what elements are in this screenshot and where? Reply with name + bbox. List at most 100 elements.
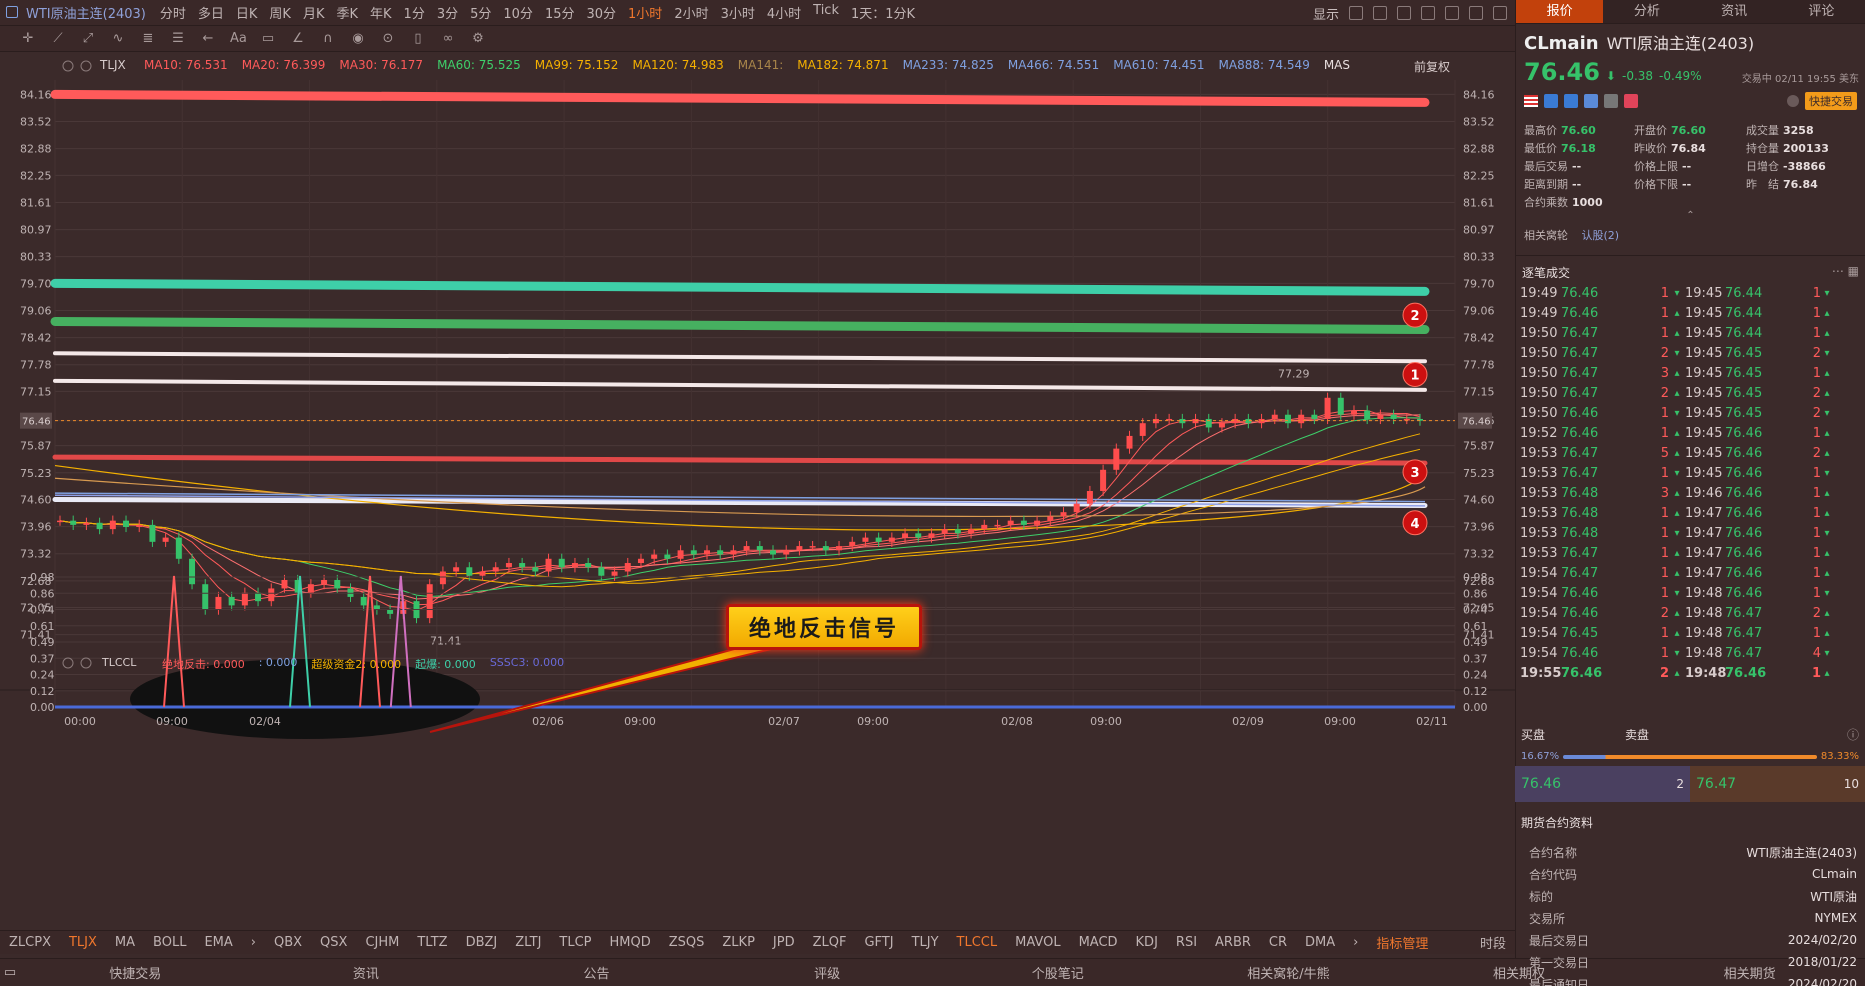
ray-tool-icon[interactable]: ⤢ <box>82 30 94 46</box>
lock-icon[interactable]: ⊙ <box>382 30 394 46</box>
quote-tab[interactable]: 评论 <box>1808 4 1835 19</box>
quick-trade-button[interactable]: 快捷交易 <box>1805 92 1857 110</box>
period-9[interactable]: 5分 <box>470 7 492 22</box>
indicator-tab[interactable]: ZLKP <box>722 935 755 950</box>
arrow-tool-icon[interactable]: ← <box>202 30 214 46</box>
display-dropdown[interactable]: 显示 <box>1312 7 1339 23</box>
period-13[interactable]: 1小时 <box>628 7 663 22</box>
bottom-tab[interactable]: 个股笔记 <box>1031 967 1084 982</box>
period-11[interactable]: 15分 <box>544 7 575 22</box>
indicator-tab[interactable]: › <box>1353 935 1359 950</box>
expand-icon[interactable] <box>1493 6 1507 20</box>
period-10[interactable]: 10分 <box>503 7 533 22</box>
indicator-tab[interactable]: KDJ <box>1135 935 1158 950</box>
indicator-name[interactable]: TLJX <box>100 58 126 72</box>
related-warrants[interactable]: 相关窝轮 <box>1524 229 1568 242</box>
symbol-name[interactable]: WTI原油主连(2403) <box>26 7 146 22</box>
period-14[interactable]: 2小时 <box>674 7 709 22</box>
channel-tool-icon[interactable]: ≣ <box>142 30 154 46</box>
bottom-tab[interactable]: 公告 <box>583 967 610 982</box>
panel-toggle-icon[interactable]: ▭ <box>3 965 17 980</box>
quote-tab[interactable]: 分析 <box>1633 4 1660 19</box>
settings-icon[interactable] <box>1349 6 1363 20</box>
chart-area[interactable]: 84.16 84.16 83.52 83.52 82.88 82.88 82.25 82.25… <box>0 52 1515 932</box>
bottom-tab[interactable]: 评级 <box>814 967 841 982</box>
indicator-tab[interactable]: TLJX <box>68 935 97 950</box>
collapse-icon[interactable]: ⌃ <box>1686 210 1695 221</box>
share-icon[interactable] <box>1421 6 1435 20</box>
period-18[interactable]: 1天：1分K <box>851 7 916 22</box>
adjust-mode[interactable]: 前复权 <box>1410 58 1451 75</box>
indicator-tab[interactable]: ZLQF <box>812 935 847 950</box>
magnet-icon[interactable]: ∩ <box>323 30 333 46</box>
related-options[interactable]: 认股(2) <box>1581 229 1620 242</box>
indicator-tab[interactable]: DBZJ <box>465 935 498 950</box>
period-0[interactable]: 分时 <box>159 7 186 22</box>
period-3[interactable]: 周K <box>269 7 291 22</box>
line-tool-icon[interactable]: ⟋ <box>53 30 63 46</box>
bottom-tab[interactable]: 快捷交易 <box>109 967 162 982</box>
indicator-tab[interactable]: TLTZ <box>417 935 448 950</box>
indicator-tab[interactable]: CR <box>1268 935 1288 950</box>
fib-tool-icon[interactable]: ☰ <box>172 30 184 46</box>
ruler-tool-icon[interactable]: ∠ <box>292 30 304 46</box>
indicator-tab[interactable]: GFTJ <box>864 935 894 950</box>
indicator-tab[interactable]: 时段 <box>1479 937 1506 952</box>
period-8[interactable]: 3分 <box>436 7 459 22</box>
indicator-tab[interactable]: QSX <box>320 935 348 950</box>
pen-icon[interactable] <box>1445 6 1459 20</box>
period-1[interactable]: 多日 <box>197 7 224 22</box>
bid-box[interactable]: 76.46 2 <box>1515 766 1690 802</box>
indicator-tab[interactable]: ZLTJ <box>515 935 542 950</box>
indicator-tab[interactable]: HMQD <box>609 935 651 950</box>
period-4[interactable]: 月K <box>302 7 325 22</box>
period-16[interactable]: 4小时 <box>766 7 802 22</box>
ask-box[interactable]: 76.47 10 <box>1690 766 1865 802</box>
comment-tool-icon[interactable]: ▭ <box>261 30 275 46</box>
bottom-tab[interactable]: 相关窝轮/牛熊 <box>1247 967 1330 982</box>
period-2[interactable]: 日K <box>235 7 258 22</box>
link-icon[interactable]: ∞ <box>442 30 454 46</box>
text-tool-icon[interactable]: Aa <box>230 30 247 46</box>
indicator-tab[interactable]: ARBR <box>1215 935 1251 950</box>
indicator-tab[interactable]: TLJY <box>911 935 939 950</box>
quote-tab[interactable]: 报价 <box>1516 0 1604 23</box>
period-6[interactable]: 年K <box>370 7 392 22</box>
bell-icon[interactable] <box>1787 95 1799 107</box>
indicator-tab[interactable]: JPD <box>772 935 795 950</box>
indicator-tab[interactable]: EMA <box>204 935 233 950</box>
fullscreen-icon[interactable] <box>1469 6 1483 20</box>
info-icon[interactable]: ⓘ <box>1846 728 1859 742</box>
indicator-tab[interactable]: MACD <box>1078 935 1118 950</box>
indicator-tab[interactable]: MAVOL <box>1015 935 1061 950</box>
period-12[interactable]: 30分 <box>586 7 617 22</box>
period-17[interactable]: Tick <box>813 3 839 18</box>
indicator-tab[interactable]: QBX <box>273 935 303 950</box>
indicator-tab[interactable]: TLCP <box>559 935 592 950</box>
indicator-tab[interactable]: CJHM <box>365 935 400 950</box>
trash-icon[interactable]: ▯ <box>414 30 422 46</box>
indicator-tab[interactable]: BOLL <box>153 935 187 950</box>
gear-icon[interactable]: ⚙ <box>472 30 484 46</box>
period-5[interactable]: 季K <box>336 7 359 22</box>
indicator-tab[interactable]: ZLCPX <box>9 935 51 950</box>
indicator-tab[interactable]: TLCCL <box>956 935 998 950</box>
period-7[interactable]: 1分 <box>403 7 425 22</box>
indicator-tab[interactable]: › <box>250 935 256 950</box>
ticks-settings-icon[interactable]: ⋯ ▦ <box>1831 264 1859 278</box>
quote-tab[interactable]: 资讯 <box>1721 4 1748 19</box>
eye-icon[interactable]: ◉ <box>352 30 364 46</box>
period-15[interactable]: 3小时 <box>720 7 755 22</box>
bottom-tab[interactable]: 相关期权 <box>1493 967 1546 982</box>
crosshair-icon[interactable]: ✛ <box>22 30 34 46</box>
bottom-tab[interactable]: 相关期货 <box>1723 967 1776 982</box>
indicator-tab[interactable]: ZSQS <box>668 935 705 950</box>
indicator-tab[interactable]: MA <box>114 935 136 950</box>
indicator-tab[interactable]: DMA <box>1305 935 1336 950</box>
wave-tool-icon[interactable]: ∿ <box>112 30 124 46</box>
indicator-tab[interactable]: RSI <box>1175 935 1198 950</box>
sub-indicator-name[interactable]: TLCCL <box>102 656 137 669</box>
layout-icon[interactable] <box>1373 6 1387 20</box>
camera-icon[interactable] <box>1397 6 1411 20</box>
indicator-tab[interactable]: 指标管理 <box>1376 937 1429 952</box>
